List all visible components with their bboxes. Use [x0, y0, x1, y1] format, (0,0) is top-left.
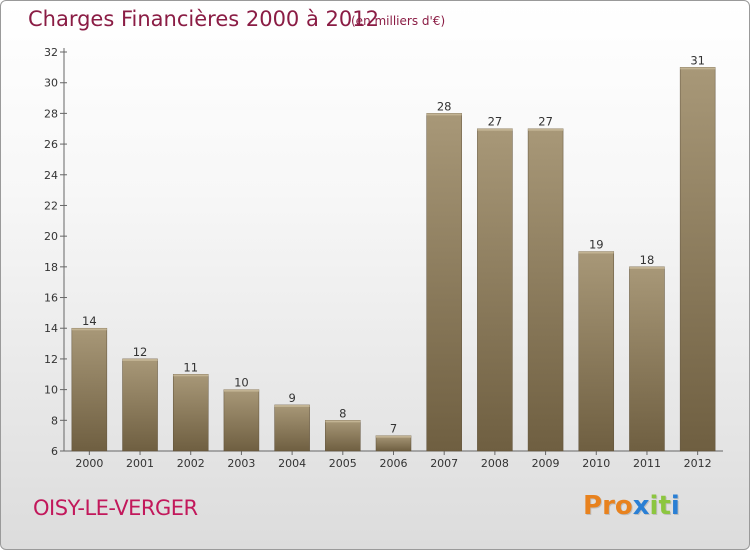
- logo-letter: o: [614, 491, 633, 521]
- logo-letter: i: [649, 491, 659, 521]
- bar-highlight: [325, 420, 361, 423]
- bar-value-label: 18: [640, 253, 655, 267]
- x-tick-label: 2004: [278, 457, 306, 470]
- chart-axes: [60, 48, 723, 455]
- y-tick-label: 32: [44, 46, 58, 59]
- logo-letter: r: [602, 491, 615, 521]
- y-tick-label: 30: [44, 77, 58, 90]
- y-tick-label: 28: [44, 107, 58, 120]
- y-tick-label: 8: [51, 414, 58, 427]
- chart-labels: 6 8 10 12 14 16 18 20 22 24 26 28 30 32 14 2000 12 2001 11…: [44, 46, 712, 470]
- x-tick-label: 2011: [633, 457, 661, 470]
- x-tick-label: 2000: [75, 457, 103, 470]
- bar-value-label: 27: [538, 115, 553, 129]
- bar-highlight: [376, 435, 411, 438]
- bar-value-label: 27: [488, 115, 503, 129]
- bar-value-label: 19: [589, 238, 604, 252]
- y-tick-label: 26: [44, 138, 58, 151]
- bar-highlight: [477, 128, 513, 131]
- bar-value-label: 8: [339, 406, 346, 420]
- y-tick-label: 18: [44, 261, 58, 274]
- y-tick-label: 20: [44, 230, 58, 243]
- bar-highlight: [223, 389, 259, 392]
- chart-bars: [71, 67, 716, 452]
- bar-value-label: 7: [390, 422, 397, 436]
- bar: [629, 266, 665, 452]
- bar-highlight: [122, 358, 158, 361]
- bar: [71, 327, 108, 452]
- bar-highlight: [528, 128, 564, 131]
- bar: [325, 420, 361, 452]
- bar-value-label: 31: [690, 53, 705, 67]
- logo-letter: i: [670, 491, 680, 521]
- bar: [527, 128, 564, 452]
- bar: [172, 374, 209, 452]
- x-tick-label: 2012: [684, 457, 712, 470]
- bar: [477, 128, 513, 452]
- chart-subtitle: (en milliers d'€): [351, 14, 446, 28]
- commune-name: OISY-LE-VERGER: [33, 496, 198, 520]
- x-tick-label: 2009: [532, 457, 560, 470]
- bar-highlight: [173, 374, 209, 377]
- x-tick-label: 2003: [227, 457, 255, 470]
- bar-highlight: [680, 67, 716, 70]
- bar: [578, 251, 615, 452]
- bar-value-label: 9: [288, 391, 295, 405]
- chart-title: Charges Financières 2000 à 2012: [28, 7, 379, 31]
- bar-value-label: 10: [234, 376, 249, 390]
- x-tick-label: 2001: [126, 457, 154, 470]
- logo-letter: P: [583, 491, 603, 521]
- y-tick-label: 22: [44, 199, 58, 212]
- bar-value-label: 11: [183, 360, 198, 374]
- bar-value-label: 12: [133, 345, 148, 359]
- x-tick-label: 2007: [430, 457, 458, 470]
- y-tick-label: 16: [44, 292, 58, 305]
- x-tick-label: 2006: [380, 457, 408, 470]
- logo-letter: t: [658, 491, 671, 521]
- bar: [679, 67, 716, 452]
- bar-highlight: [578, 251, 614, 254]
- proxiti-logo[interactable]: Proxiti: [583, 491, 680, 521]
- bar: [274, 404, 310, 452]
- bar-highlight: [426, 113, 462, 116]
- x-tick-label: 2008: [481, 457, 509, 470]
- x-tick-label: 2002: [177, 457, 205, 470]
- bar-highlight: [629, 266, 665, 269]
- y-tick-label: 6: [51, 445, 58, 458]
- bar: [375, 435, 412, 452]
- bar-value-label: 14: [82, 314, 97, 328]
- bar: [223, 389, 260, 452]
- bar-highlight: [274, 404, 310, 407]
- y-tick-label: 12: [44, 353, 58, 366]
- bar: [426, 113, 462, 452]
- y-tick-label: 14: [44, 322, 58, 335]
- bar-highlight: [71, 328, 107, 331]
- bar-value-label: 28: [437, 99, 452, 113]
- x-tick-label: 2010: [582, 457, 610, 470]
- x-tick-label: 2005: [329, 457, 357, 470]
- bar: [122, 358, 158, 452]
- logo-letter: x: [632, 491, 650, 521]
- y-tick-label: 10: [44, 384, 58, 397]
- y-tick-label: 24: [44, 169, 58, 182]
